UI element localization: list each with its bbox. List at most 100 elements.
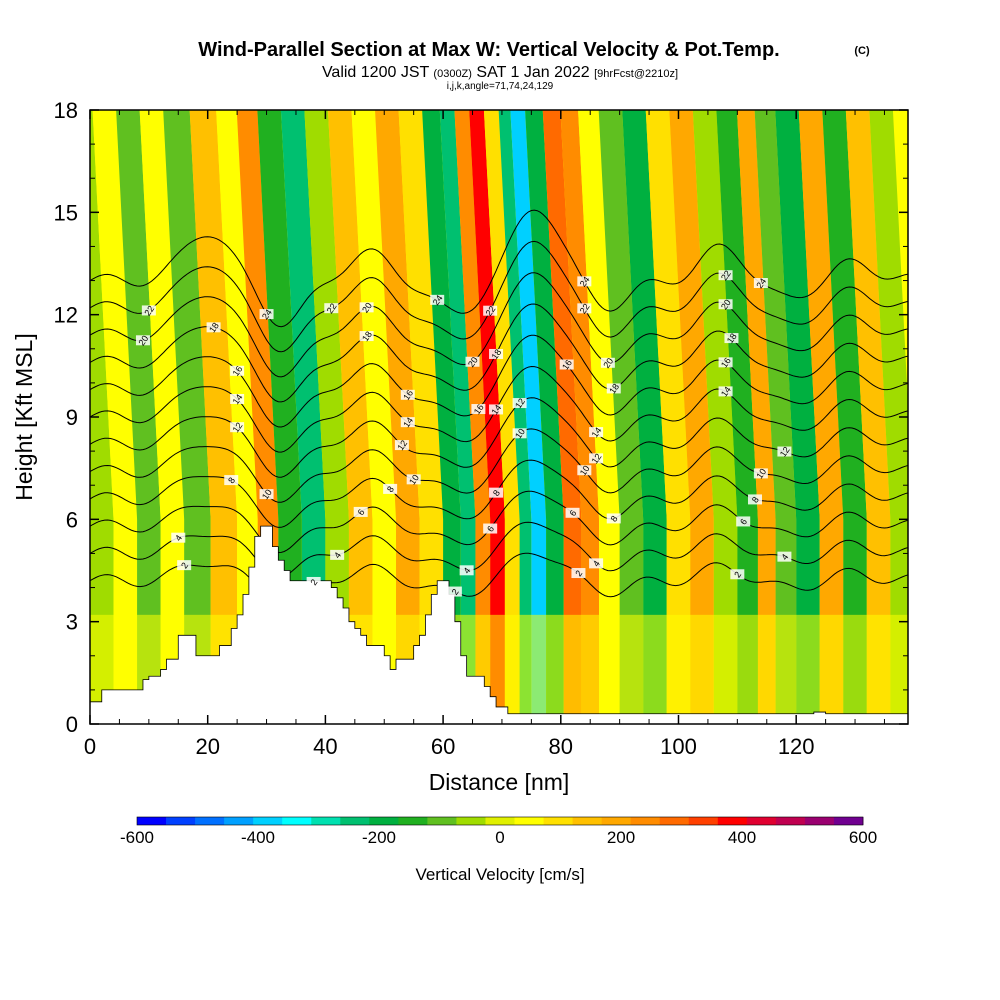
y-tick-label: 18: [54, 98, 78, 123]
velocity-band: [598, 110, 644, 724]
isentrope-label: 22: [483, 304, 498, 318]
svg-text:20: 20: [466, 355, 480, 369]
isentrope-label: 12: [777, 445, 792, 459]
velocity-band: [216, 110, 258, 724]
isentrope-label: 10: [512, 427, 527, 441]
colorbar-swatch: [398, 817, 428, 825]
x-tick-label: 100: [660, 734, 697, 759]
isentrope-label: 14: [489, 403, 503, 417]
forecast-info: [9hrFcst@2210z]: [594, 68, 678, 80]
isentrope-label: 10: [753, 467, 768, 481]
svg-text:14: 14: [401, 415, 415, 429]
velocity-band: [483, 110, 520, 724]
isentrope-label: 22: [141, 304, 156, 318]
isentrope-lines: [90, 209, 908, 604]
isentrope-label: 12: [394, 438, 409, 452]
colorbar-tick-label: -200: [362, 828, 396, 847]
svg-text:4: 4: [779, 552, 790, 562]
isentrope-label: 10: [577, 464, 592, 477]
isentrope-line: [90, 521, 908, 579]
colorbar-swatch: [514, 817, 544, 825]
svg-text:8: 8: [609, 514, 620, 524]
colorbar-label: Vertical Velocity [cm/s]: [415, 865, 584, 884]
velocity-band: [90, 110, 114, 724]
isentrope-line: [90, 303, 908, 403]
isentrope-label: 4: [330, 549, 345, 560]
svg-text:24: 24: [260, 307, 274, 321]
svg-text:6: 6: [567, 508, 578, 518]
svg-text:18: 18: [489, 347, 503, 361]
svg-text:20: 20: [719, 298, 733, 312]
svg-text:24: 24: [431, 293, 445, 307]
isentrope-line: [90, 240, 908, 353]
svg-text:24: 24: [754, 276, 768, 290]
colorbar-tick-label: -400: [241, 828, 275, 847]
svg-text:12: 12: [513, 396, 527, 410]
svg-text:18: 18: [725, 331, 739, 345]
svg-text:6: 6: [485, 524, 496, 534]
isentrope-label: 6: [565, 507, 580, 518]
velocity-band: [116, 110, 161, 724]
colorbar-swatch: [746, 817, 777, 825]
axis-ticks: 0 20 40 60 80 100 120 0 3 6 9 12 15 18: [54, 98, 908, 759]
colorbar-swatch: [485, 817, 515, 825]
svg-text:22: 22: [578, 302, 592, 316]
isentrope-label: 22: [324, 301, 339, 315]
svg-text:12: 12: [590, 452, 604, 466]
isentrope-label: 16: [230, 364, 245, 378]
isentrope-line: [90, 272, 908, 378]
velocity-band: [351, 110, 397, 724]
copyright-mark: (C): [854, 45, 870, 57]
velocity-band: [280, 110, 326, 724]
colorbar-swatch: [224, 817, 254, 825]
svg-text:22: 22: [484, 304, 498, 318]
y-tick-label: 0: [66, 712, 78, 737]
svg-text:12: 12: [395, 438, 409, 452]
isentrope-label: 4: [459, 565, 474, 576]
isentrope-line: [90, 334, 908, 428]
velocity-band: [469, 110, 505, 724]
isentrope-label: 20: [718, 298, 733, 312]
isentrope-label: 16: [559, 358, 574, 372]
svg-text:18: 18: [607, 382, 621, 396]
isentrope-label: 4: [777, 551, 792, 562]
x-tick-label: 80: [549, 734, 573, 759]
colorbar-swatch: [253, 817, 283, 825]
velocity-band: [775, 110, 820, 724]
isentrope-label: 16: [400, 388, 415, 402]
isentrope-label: 18: [359, 329, 374, 343]
x-tick-label: 0: [84, 734, 96, 759]
svg-text:8: 8: [750, 495, 761, 505]
isentrope-label: 8: [383, 483, 398, 494]
valid-utc: (0300Z): [433, 68, 472, 80]
svg-text:12: 12: [778, 445, 792, 459]
x-axis-label: Distance [nm]: [429, 769, 570, 795]
velocity-band: [163, 110, 211, 724]
colorbar-swatch: [775, 817, 806, 825]
colorbar-swatch: [282, 817, 312, 825]
velocity-band: [498, 110, 532, 724]
colorbar-swatch: [688, 817, 719, 825]
isentrope-label: 12: [230, 420, 245, 434]
isentrope-line: [90, 428, 908, 503]
x-tick-label: 20: [195, 734, 219, 759]
svg-text:2: 2: [179, 561, 190, 571]
velocity-band: [454, 110, 491, 724]
isentrope-label: 22: [718, 269, 733, 283]
svg-text:20: 20: [360, 301, 374, 315]
colorbar-swatch: [456, 817, 486, 825]
terrain-profile: [90, 525, 908, 724]
colorbar: -600 -400 -200 0 200 400 600: [120, 816, 877, 847]
svg-text:22: 22: [719, 269, 733, 283]
isentrope-label: 16: [718, 356, 733, 370]
svg-text:18: 18: [360, 329, 374, 343]
x-tick-label: 120: [778, 734, 815, 759]
svg-text:22: 22: [142, 304, 156, 318]
isentrope-label: 10: [259, 487, 274, 501]
isentrope-label: 24: [259, 307, 274, 321]
colorbar-swatch: [804, 817, 835, 825]
svg-text:14: 14: [719, 385, 733, 399]
isentrope-label: 4: [589, 558, 604, 569]
isentrope-line: [90, 397, 908, 478]
